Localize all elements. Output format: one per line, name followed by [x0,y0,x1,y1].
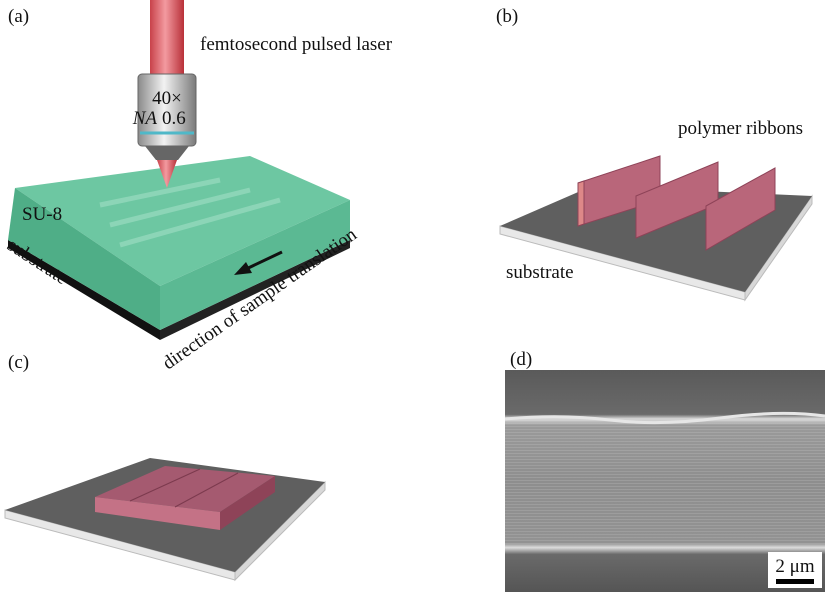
panel-label: (b) [496,6,518,27]
panel-a: (a) femtosecond pulsed laser 40× NA 0.6 … [3,0,392,374]
panel-d: (d) 2 μm [505,349,825,592]
scale-bar [776,579,814,584]
scale-label: 2 μm [775,556,814,577]
laser-beam [150,0,184,78]
na-symbol: NA [132,108,158,129]
na-value: 0.6 [162,108,186,129]
panel-label: (c) [8,352,29,373]
resist-label: SU-8 [22,204,62,225]
panel-label: (a) [8,6,29,27]
panel-c: (c) [5,352,325,580]
substrate-label: substrate [506,262,574,283]
sem-stripes [505,420,825,545]
panel-label: (d) [510,349,532,370]
laser-label: femtosecond pulsed laser [200,34,393,55]
objective-tip [145,146,189,160]
figure: (a) femtosecond pulsed laser 40× NA 0.6 … [0,0,830,594]
ribbons-label: polymer ribbons [678,118,803,139]
panel-b: (b) polymer ribbons substrate [496,6,812,300]
magnification: 40× [152,88,182,109]
